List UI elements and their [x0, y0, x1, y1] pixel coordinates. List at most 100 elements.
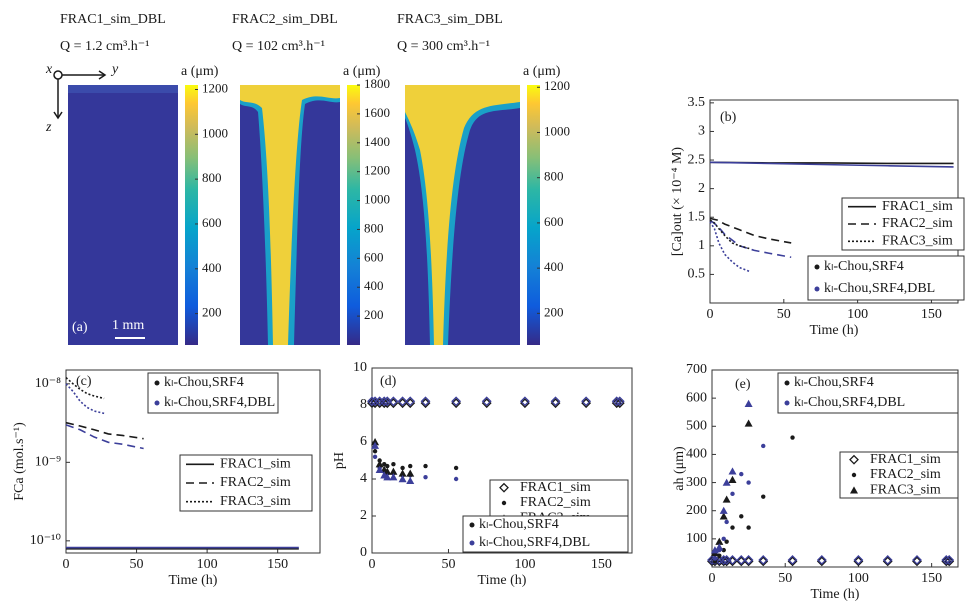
y-tick-label: 200 [686, 503, 707, 518]
legend-label: kₗ-Chou,SRF4,DBL [479, 535, 590, 550]
point [398, 469, 407, 477]
y-tick-label: 600 [686, 390, 707, 405]
y-tick-label: 10⁻⁸ [35, 376, 61, 391]
point [717, 553, 722, 558]
y-tick-label: 10 [353, 360, 367, 375]
y-tick-label: 2 [698, 181, 705, 196]
colorbar-tick-label: 800 [544, 169, 564, 184]
point [739, 514, 744, 519]
point [398, 475, 407, 483]
point [787, 556, 798, 567]
legend-marker [851, 472, 857, 478]
legend-marker [154, 380, 160, 386]
x-tick-label: 0 [369, 557, 376, 572]
point [746, 480, 751, 485]
x-tick-label: 50 [130, 557, 144, 572]
colorbar-tick-label: 1800 [364, 76, 390, 91]
x-axis-label: Time (h) [810, 323, 859, 338]
chart-(b): 0 50 100 150 0.5 1 1.5 2 2.5 3 3.5 Time (h) [Ca]out … [670, 95, 965, 338]
legend-box [777, 372, 959, 414]
legend-label: kₗ-Chou,SRF4,DBL [164, 395, 275, 410]
series-line [709, 219, 792, 259]
point [550, 396, 561, 407]
point [451, 396, 462, 407]
y-tick-label: 2.5 [688, 152, 706, 167]
legend-label: FRAC2_sim [882, 216, 953, 231]
point [408, 463, 413, 469]
heatmap-inlet [68, 85, 178, 93]
point [721, 547, 726, 553]
map-flow: Q = 102 cm³.h⁻¹ [232, 39, 325, 54]
colorbar-label: a (μm) [181, 64, 219, 79]
colorbar [347, 85, 360, 345]
x-tick-label: 50 [777, 307, 791, 322]
point [941, 555, 952, 565]
point [379, 396, 390, 407]
x-axis-label: Time (h) [478, 573, 527, 588]
point [912, 556, 922, 567]
point [743, 555, 754, 565]
point [727, 555, 738, 565]
series-line [709, 217, 792, 244]
point [611, 396, 622, 407]
legend-label: FRAC3_sim [882, 234, 953, 249]
point [481, 396, 492, 407]
legend-label: kₗ-Chou,SRF4,DBL [794, 395, 905, 410]
chart-(e): 0 50 100 150 100 200 300 400 500 600 700 Time (h) ah… [672, 362, 959, 602]
map-flow: Q = 300 cm³.h⁻¹ [397, 39, 490, 54]
point [816, 555, 827, 565]
map-title: FRAC3_sim_DBL [397, 12, 503, 27]
colorbar-tick-label: 400 [544, 259, 564, 274]
axis-triad [53, 70, 107, 120]
colorbar-tick-label: 600 [202, 215, 222, 230]
legend-marker [469, 522, 475, 528]
point [383, 467, 392, 475]
point [722, 495, 731, 503]
plot-frame [371, 367, 633, 554]
colorbar-tick-label: 600 [364, 249, 384, 264]
y-tick-label: 400 [686, 447, 707, 462]
heatmap-channel [405, 85, 520, 345]
colorbar-label: a (μm) [523, 64, 561, 79]
legend-box [462, 515, 629, 553]
panel-label: (c) [76, 374, 92, 389]
point [728, 467, 737, 475]
x-tick-label: 0 [63, 557, 70, 572]
map-title: FRAC2_sim_DBL [232, 12, 338, 27]
colorbar-tick-label: 200 [364, 307, 384, 322]
y-axis-label: [Ca]out (× 10⁻⁴ M) [670, 147, 685, 257]
panel-label: (b) [720, 110, 737, 125]
y-tick-label: 0 [360, 545, 367, 560]
chart-(c): 0 50 100 150 10⁻¹⁰ 10⁻⁹ 10⁻⁸ Time (h) FCa (mol.s… [12, 369, 321, 588]
legend-marker [501, 500, 507, 506]
point [614, 396, 625, 407]
colorbar [185, 85, 198, 345]
point [710, 555, 720, 565]
legend-box [807, 255, 965, 301]
map-flow: Q = 1.2 cm³.h⁻¹ [60, 39, 149, 54]
legend-label: FRAC2_sim [520, 495, 591, 510]
y-tick-label: 300 [686, 475, 707, 490]
x-tick-label: 100 [848, 571, 869, 586]
legend-label: kₗ-Chou,SRF4,DBL [824, 281, 935, 296]
y-tick-label: 3.5 [688, 95, 706, 110]
legend-marker [849, 454, 859, 465]
point [787, 555, 798, 565]
point [739, 471, 744, 477]
point [453, 476, 459, 482]
point [375, 465, 384, 473]
point [722, 478, 731, 486]
colorbar-tick-label: 600 [544, 214, 564, 229]
point [406, 469, 415, 477]
legend-label: FRAC1_sim [870, 452, 941, 467]
point [816, 556, 827, 567]
series-line [65, 421, 144, 440]
point [372, 449, 378, 454]
y-tick-label: 10⁻¹⁰ [30, 533, 62, 548]
point [406, 476, 415, 485]
y-tick-label: 3 [698, 124, 705, 139]
colorbar-tick-label: 1600 [364, 105, 390, 120]
panel-label: (d) [380, 374, 397, 389]
legend-label: FRAC1_sim [220, 457, 291, 472]
